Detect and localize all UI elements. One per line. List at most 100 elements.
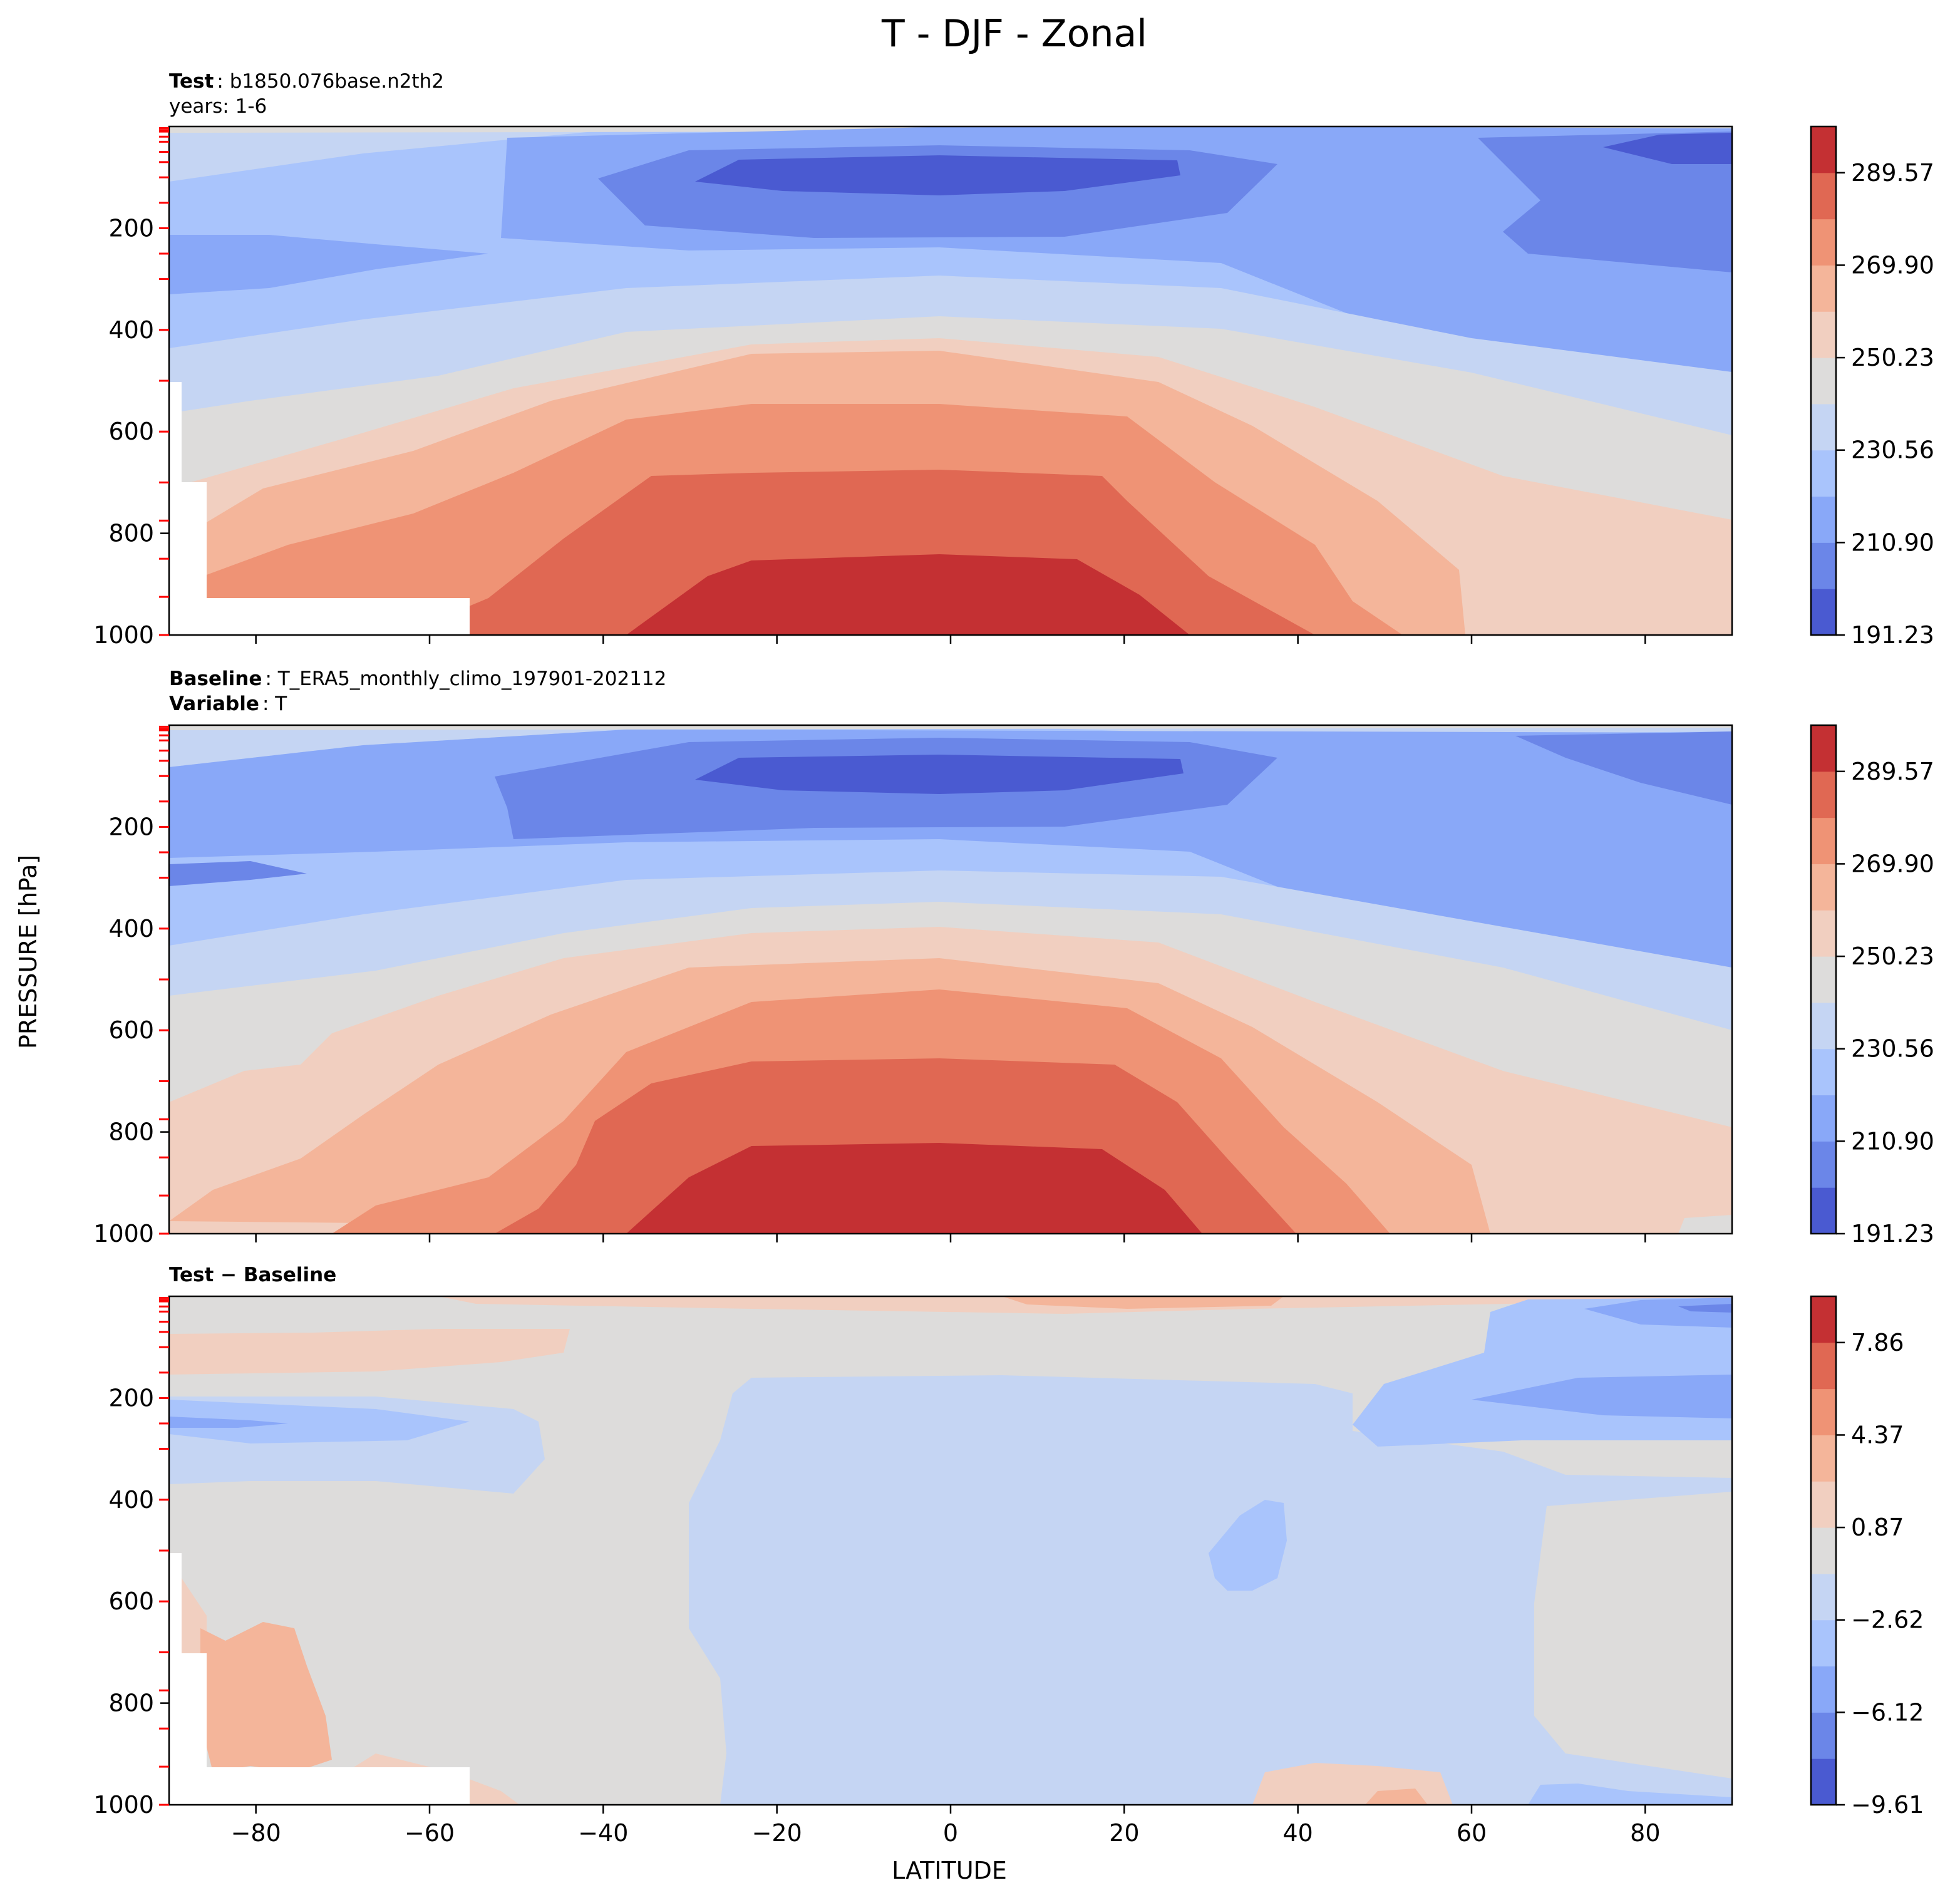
- diff-neg-bottom-right: [1528, 1784, 1732, 1805]
- baseline-yticks: 200 400 600 800 1000: [93, 813, 169, 1247]
- difference-colorbar-segment: [1811, 1435, 1836, 1482]
- difference-colorbar-label: 0.87: [1851, 1514, 1904, 1541]
- test-colorbar-label: 191.23: [1851, 621, 1934, 649]
- test-colorbar-segment: [1811, 358, 1836, 405]
- difference-xtick-label: −80: [231, 1819, 281, 1847]
- test-ytick-label: 400: [108, 316, 154, 344]
- test-colorbar-label: 250.23: [1851, 344, 1934, 371]
- difference-colorbar-label: 4.37: [1851, 1421, 1904, 1448]
- difference-ytick-label: 600: [108, 1588, 154, 1615]
- baseline-band-dark-blue-left: [169, 861, 307, 886]
- test-colorbar-label: 210.90: [1851, 529, 1934, 556]
- difference-xticks: −80 −60 −40 −20 0 20 40 60 80: [231, 1805, 1661, 1847]
- baseline-colorbar-label: 269.90: [1851, 850, 1934, 877]
- test-ytick-label: 200: [108, 214, 154, 242]
- test-band-blue-left: [169, 235, 488, 294]
- test-colorbar-frame: [1810, 125, 1837, 636]
- baseline-band-darkest: [695, 755, 1184, 794]
- baseline-colorbar-label: 250.23: [1851, 942, 1934, 970]
- diff-pos-lower-right2: [1365, 1789, 1428, 1805]
- baseline-colorbar-label: 191.23: [1851, 1220, 1934, 1247]
- diff-mask: [169, 1553, 470, 1805]
- baseline-ytick-label: 800: [108, 1118, 154, 1146]
- test-case-name: : b1850.076base.n2th2: [217, 70, 444, 93]
- figure-title: T - DJF - Zonal: [881, 12, 1147, 56]
- diff-neg-upper-left2: [169, 1400, 470, 1443]
- variable-name: : T: [262, 693, 287, 715]
- difference-xtick-label: 40: [1282, 1819, 1313, 1847]
- x-axis-label: LATITUDE: [892, 1857, 1007, 1884]
- diff-pos-top2: [1002, 1296, 1284, 1309]
- test-years: years: 1-6: [169, 95, 267, 118]
- test-colorbar-segment: [1811, 450, 1836, 497]
- baseline-colorbar-segment: [1811, 956, 1836, 1003]
- test-colorbar-segment: [1811, 265, 1836, 312]
- difference-xtick-label: −60: [405, 1819, 455, 1847]
- test-contour-field: [169, 126, 1732, 635]
- test-colorbar-label: 269.90: [1851, 251, 1934, 279]
- baseline-colorbar-segment: [1811, 725, 1836, 772]
- baseline-band-dark-blue-right: [1515, 731, 1732, 805]
- baseline-colorbar-label: 230.56: [1851, 1035, 1934, 1063]
- variable-label: Variable: [169, 693, 259, 715]
- difference-xtick-label: 20: [1109, 1819, 1139, 1847]
- difference-colorbar-label: 7.86: [1851, 1329, 1904, 1356]
- baseline-contour-field: [169, 725, 1732, 1234]
- difference-ytick-label: 800: [108, 1690, 154, 1717]
- test-colorbar-segment: [1811, 219, 1836, 266]
- test-mask: [169, 382, 470, 635]
- y-axis-label: PRESSURE [hPa]: [14, 855, 42, 1049]
- difference-yticks: 200 400 600 800 1000: [93, 1384, 169, 1819]
- difference-colorbar-frame: [1810, 1295, 1837, 1806]
- difference-colorbar-segment: [1811, 1388, 1836, 1435]
- test-header-line1: Test : b1850.076base.n2th2: [169, 70, 444, 93]
- baseline-colorbar-frame: [1810, 724, 1837, 1235]
- test-ytick-label: 600: [108, 418, 154, 445]
- difference-ytick-label: 200: [108, 1384, 154, 1412]
- difference-colorbar-segment: [1811, 1666, 1836, 1713]
- test-band-dark-blue-right: [1478, 132, 1732, 272]
- difference-ytick-label: 400: [108, 1486, 154, 1514]
- test-colorbar-segment: [1811, 542, 1836, 589]
- test-colorbar: 191.23 210.90 230.56 250.23 269.90 289.57: [1810, 125, 1934, 649]
- test-colorbar-segment: [1811, 496, 1836, 543]
- test-colorbar-label: 230.56: [1851, 436, 1934, 464]
- difference-colorbar-segment: [1811, 1296, 1836, 1343]
- baseline-ytick-label: 1000: [93, 1220, 154, 1247]
- baseline-dataset-name: : T_ERA5_monthly_climo_197901-202112: [265, 668, 666, 690]
- baseline-level-ticks: [159, 725, 169, 1235]
- baseline-ytick-label: 200: [108, 813, 154, 840]
- test-colorbar-segment: [1811, 126, 1836, 173]
- baseline-colorbar-segment: [1811, 910, 1836, 957]
- difference-contour-field: [169, 1296, 1732, 1805]
- test-yticks: 200 400 600 800 1000: [93, 214, 169, 649]
- test-band-darkred: [626, 554, 1190, 635]
- test-colorbar-segment: [1811, 589, 1836, 636]
- test-label: Test: [169, 70, 214, 93]
- difference-colorbar-segment: [1811, 1342, 1836, 1390]
- baseline-colorbar-segment: [1811, 864, 1836, 911]
- baseline-ytick-label: 400: [108, 915, 154, 942]
- baseline-colorbar-segment: [1811, 1002, 1836, 1050]
- difference-colorbar-segment: [1811, 1481, 1836, 1528]
- difference-colorbar: −9.61 −6.12 −2.62 0.87 4.37 7.86: [1810, 1295, 1924, 1819]
- difference-colorbar-segment: [1811, 1573, 1836, 1621]
- test-colorbar-segment: [1811, 172, 1836, 220]
- baseline-colorbar-segment: [1811, 1141, 1836, 1188]
- difference-xtick-label: 60: [1457, 1819, 1487, 1847]
- difference-label: Test − Baseline: [169, 1264, 336, 1286]
- test-colorbar-label: 289.57: [1851, 159, 1934, 187]
- difference-xtick-label: −40: [578, 1819, 628, 1847]
- difference-colorbar-label: −9.61: [1851, 1791, 1924, 1819]
- baseline-xticks: [255, 1234, 1646, 1242]
- difference-level-ticks: [159, 1296, 169, 1806]
- difference-xtick-label: 80: [1630, 1819, 1660, 1847]
- difference-colorbar-label: −2.62: [1851, 1606, 1924, 1634]
- difference-xtick-label: 0: [943, 1819, 958, 1847]
- diff-neg-right-upper3: [1584, 1298, 1732, 1328]
- diff-pos-left: [169, 1329, 570, 1375]
- difference-colorbar-segment: [1811, 1758, 1836, 1805]
- baseline-colorbar-segment: [1811, 817, 1836, 864]
- difference-colorbar-segment: [1811, 1619, 1836, 1667]
- difference-colorbar-segment: [1811, 1712, 1836, 1759]
